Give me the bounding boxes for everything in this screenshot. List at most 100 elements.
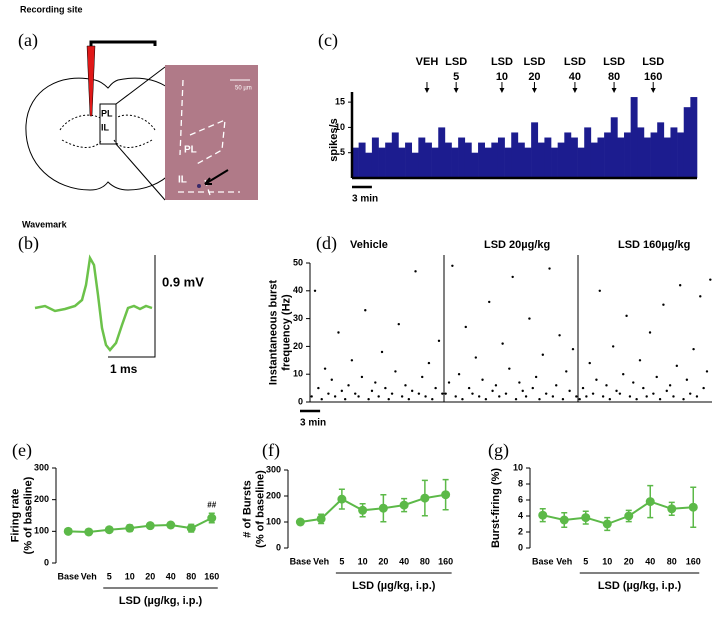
bar bbox=[378, 147, 386, 178]
data-point bbox=[207, 513, 217, 523]
burst-point bbox=[457, 373, 461, 376]
data-point bbox=[420, 493, 430, 503]
x-tick-label: 20 bbox=[378, 556, 388, 566]
burst-point bbox=[394, 370, 397, 373]
burst-point bbox=[437, 339, 441, 343]
x-tick-label: 80 bbox=[667, 556, 677, 566]
bar bbox=[570, 137, 578, 178]
bar bbox=[637, 127, 645, 178]
electrode bbox=[86, 45, 96, 117]
y-tick-label: 0 bbox=[298, 396, 303, 406]
bar bbox=[531, 122, 539, 178]
segment-title: Vehicle bbox=[350, 239, 388, 251]
data-point bbox=[145, 521, 155, 531]
data-point bbox=[645, 497, 655, 507]
x-tick-label: 20 bbox=[145, 571, 155, 581]
burst-point bbox=[317, 386, 320, 390]
burst-point bbox=[645, 395, 648, 398]
x-tick-label: 10 bbox=[358, 556, 368, 566]
burst-point bbox=[689, 392, 692, 395]
image-scale-label: 50 µm bbox=[235, 86, 252, 92]
data-point bbox=[559, 515, 569, 525]
burst-point bbox=[488, 300, 491, 304]
burst-point bbox=[323, 367, 327, 370]
burst-point bbox=[598, 289, 601, 292]
burst-point bbox=[377, 395, 380, 398]
bar bbox=[431, 147, 439, 178]
y-tick-label: 6 bbox=[518, 494, 523, 504]
y-tick-label: 100 bbox=[34, 526, 49, 536]
burst-point bbox=[571, 347, 575, 351]
burst-point bbox=[665, 389, 668, 393]
burst-point bbox=[397, 322, 400, 326]
y-tick-label: 10 bbox=[513, 462, 523, 472]
panel-label: (a) bbox=[18, 30, 38, 51]
burst-point bbox=[350, 359, 354, 362]
y-tick-label: 40 bbox=[293, 285, 303, 295]
bar bbox=[385, 142, 393, 178]
bar bbox=[584, 127, 592, 178]
x-tick-label: Base bbox=[532, 556, 554, 566]
burst-point bbox=[668, 384, 672, 387]
annotation: LSD bbox=[642, 56, 664, 68]
bar bbox=[677, 132, 685, 178]
x-tick-label: Base bbox=[290, 556, 312, 566]
annotation: VEH bbox=[416, 56, 439, 68]
x-tick-label: Veh bbox=[81, 571, 97, 581]
burst-point bbox=[638, 359, 642, 362]
burst-point bbox=[695, 395, 699, 398]
x-tick-label: 160 bbox=[438, 556, 453, 566]
x-tick-label: 5 bbox=[107, 571, 112, 581]
bar bbox=[398, 147, 406, 178]
burst-point bbox=[628, 395, 632, 398]
burst-point bbox=[588, 361, 591, 365]
y-tick-label: 300 bbox=[266, 464, 281, 474]
y-tick-label: 20 bbox=[293, 341, 303, 351]
bar bbox=[643, 137, 651, 178]
burst-point bbox=[441, 392, 444, 395]
annotation-arrowhead bbox=[424, 88, 430, 93]
burst-point bbox=[421, 375, 424, 379]
y-tick-label: 200 bbox=[266, 490, 281, 500]
burst-point bbox=[380, 350, 384, 354]
burst-point bbox=[464, 325, 467, 329]
bar bbox=[391, 132, 399, 178]
bar bbox=[657, 122, 665, 178]
burst-point bbox=[320, 398, 323, 401]
bar bbox=[471, 152, 479, 178]
bar bbox=[537, 142, 545, 178]
burst-point bbox=[364, 309, 367, 312]
bar bbox=[405, 142, 413, 178]
data-point bbox=[295, 517, 305, 527]
y-axis-label: Firing rate bbox=[9, 489, 21, 543]
bar bbox=[650, 132, 658, 178]
burst-point bbox=[528, 317, 531, 320]
data-point bbox=[399, 500, 409, 510]
burst-point bbox=[447, 381, 451, 384]
annotation-arrowhead bbox=[572, 88, 578, 93]
electrode-wire bbox=[89, 40, 157, 46]
burst-point bbox=[518, 381, 521, 384]
panel-label: (b) bbox=[18, 233, 39, 254]
data-point bbox=[667, 504, 677, 514]
annotation-arrowhead bbox=[531, 88, 537, 93]
y-axis-label: frequency (Hz) bbox=[280, 294, 292, 371]
burst-point bbox=[544, 392, 548, 395]
bar bbox=[670, 127, 678, 178]
bar bbox=[590, 142, 598, 178]
x-tick-label: 80 bbox=[186, 571, 196, 581]
burst-point bbox=[632, 381, 635, 384]
zoom-line bbox=[115, 66, 166, 105]
bar bbox=[478, 142, 485, 178]
burst-point bbox=[310, 395, 313, 398]
bar bbox=[617, 137, 625, 178]
y-tick-label: 0 bbox=[276, 542, 281, 552]
burst-point bbox=[685, 378, 689, 381]
panel-label: (f) bbox=[262, 440, 280, 461]
burst-point bbox=[662, 303, 665, 306]
panel-label: (g) bbox=[488, 440, 509, 461]
burst-point bbox=[384, 386, 387, 390]
y-tick-label: 30 bbox=[293, 313, 303, 323]
annotation: LSD bbox=[603, 56, 625, 68]
burst-point bbox=[370, 389, 374, 393]
